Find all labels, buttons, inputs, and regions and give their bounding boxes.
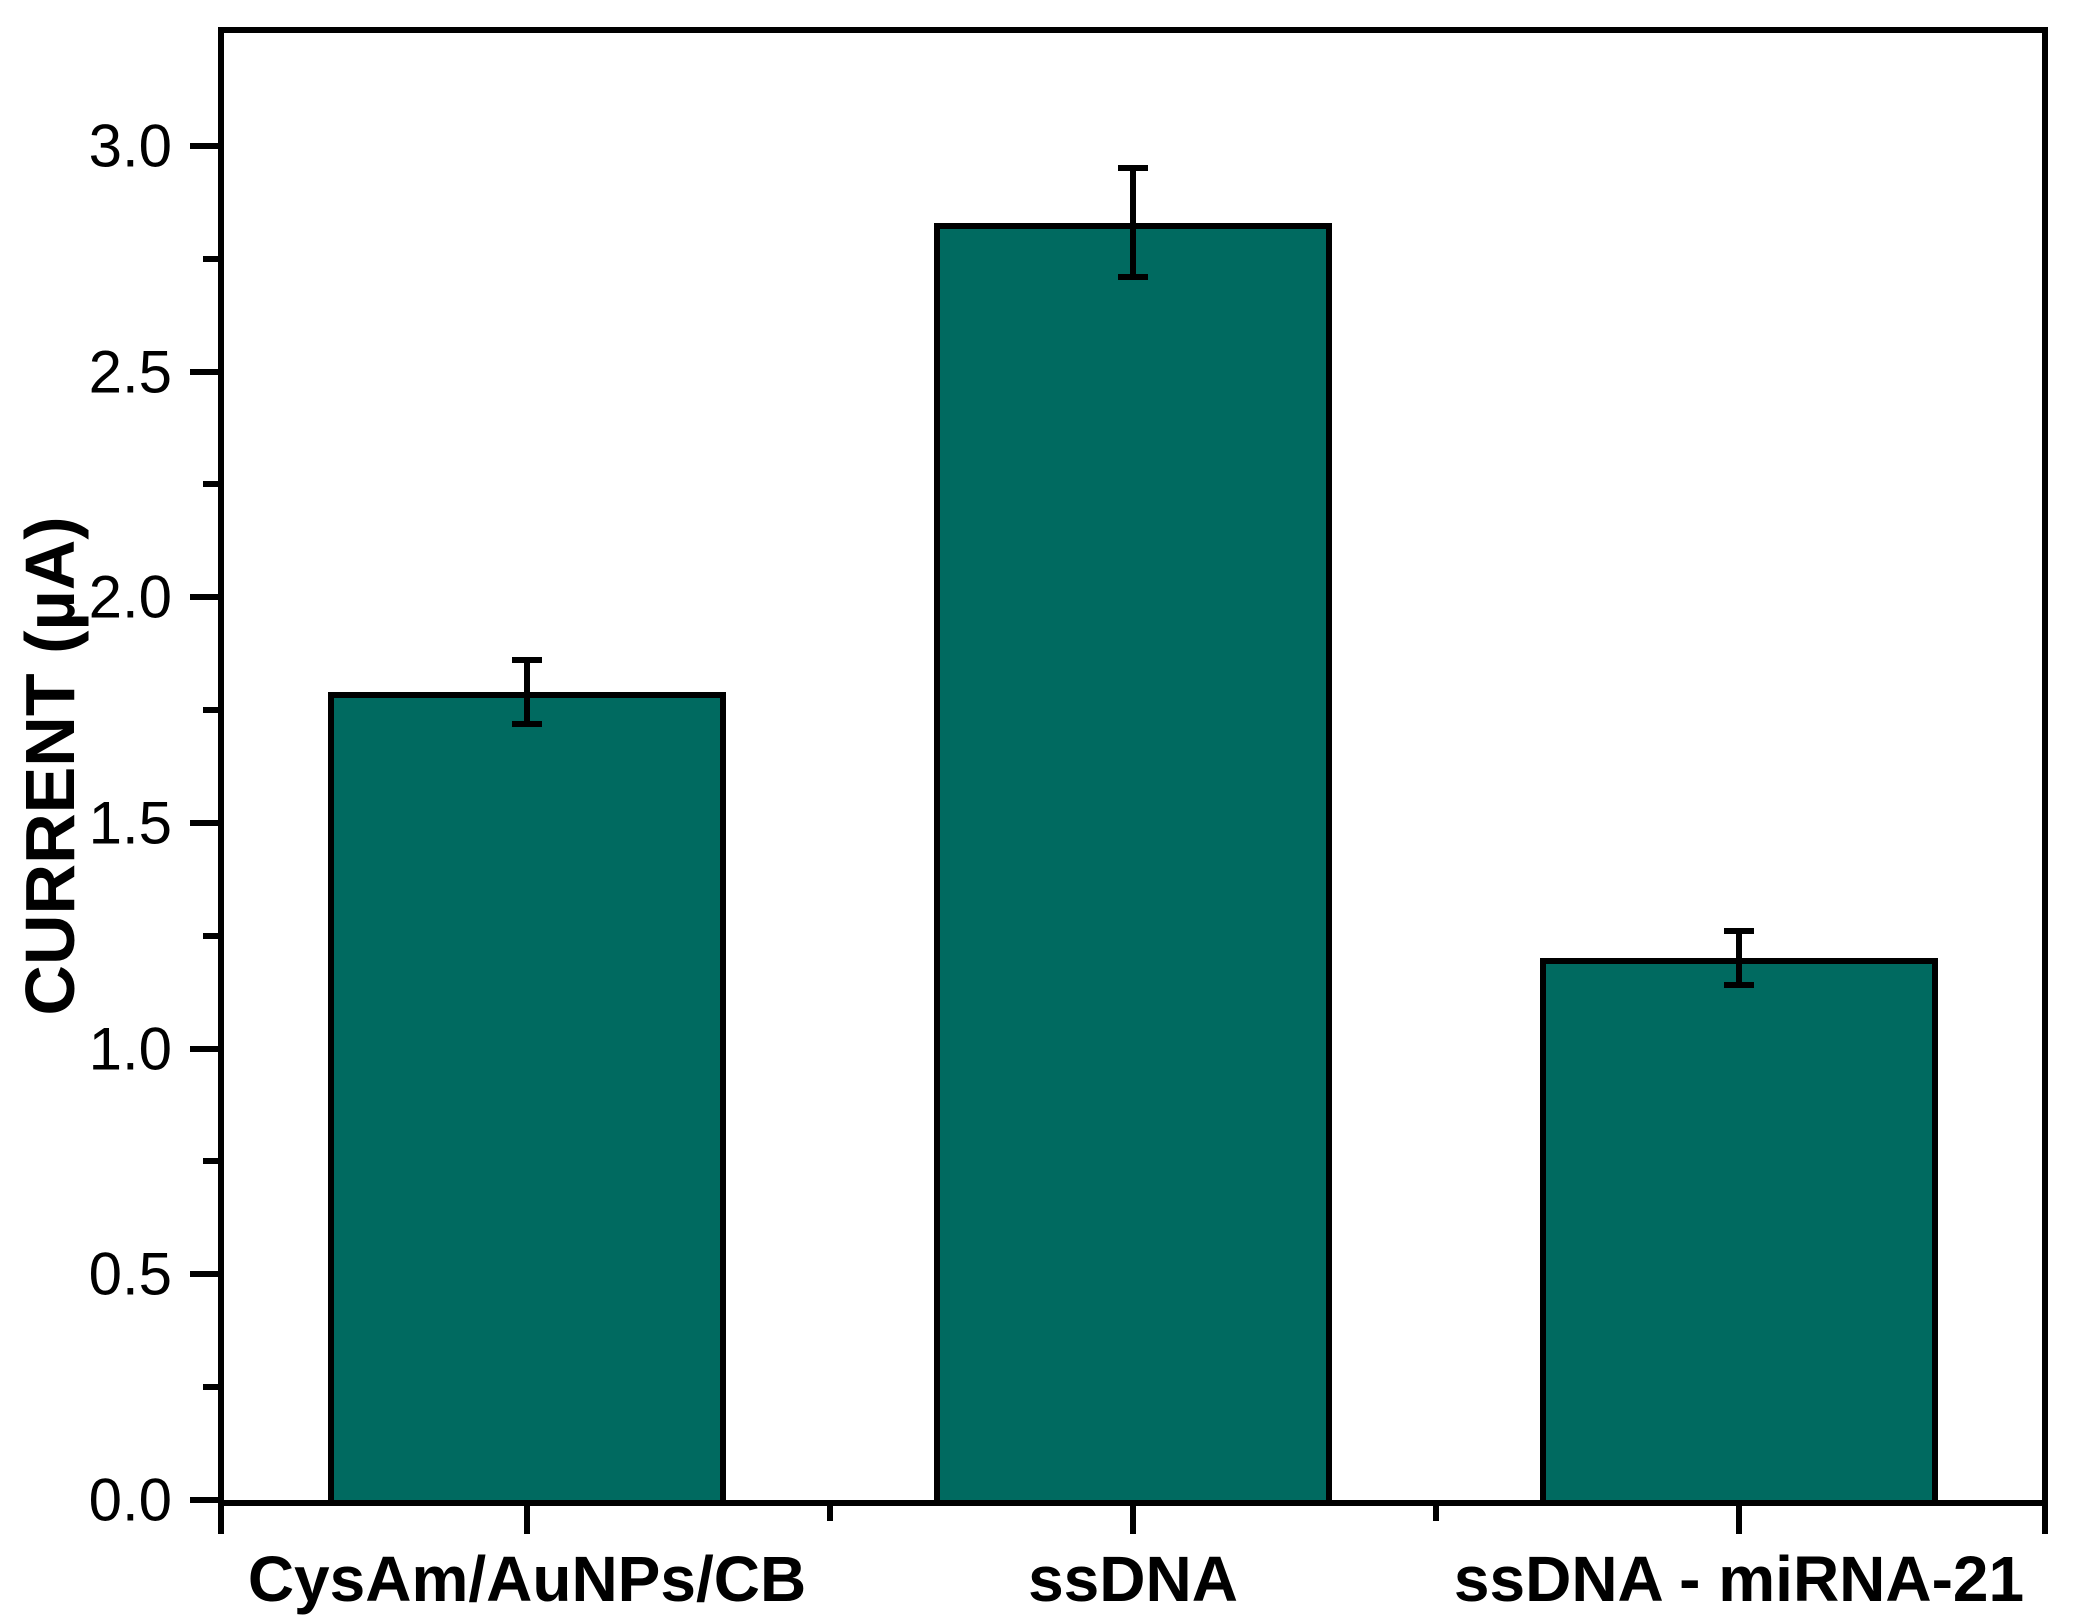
x-axis-major-tick [1736, 1506, 1742, 1534]
error-bar-bottom-cap [1724, 982, 1754, 989]
x-axis-major-tick [524, 1506, 530, 1534]
error-bar-line [524, 660, 530, 724]
x-axis-end-tick-left [218, 1506, 224, 1534]
y-axis-major-tick [190, 1497, 218, 1503]
x-category-label: ssDNA [1028, 1543, 1238, 1615]
y-axis-minor-tick [203, 255, 218, 262]
bar [1540, 958, 1938, 1500]
y-tick-label: 0.5 [88, 1240, 172, 1308]
bar [934, 222, 1332, 1500]
y-axis-minor-tick [203, 1384, 218, 1391]
y-axis-minor-tick [203, 1158, 218, 1165]
error-bar-top-cap [1724, 928, 1754, 935]
x-axis-minor-tick [1433, 1506, 1439, 1521]
x-category-label: CysAm/AuNPs/CB [247, 1543, 807, 1615]
y-axis-major-tick [190, 819, 218, 826]
error-bar-line [1736, 931, 1742, 986]
x-axis-end-tick-right [2042, 1506, 2048, 1534]
x-axis-major-tick [1130, 1506, 1136, 1534]
y-axis-major-tick [190, 594, 218, 601]
y-tick-label: 1.5 [88, 789, 172, 857]
x-axis-minor-tick [827, 1506, 833, 1521]
bar [328, 692, 726, 1500]
y-axis-major-tick [190, 368, 218, 375]
x-category-label: ssDNA - miRNA-21 [1453, 1543, 2025, 1615]
error-bar-bottom-cap [512, 720, 542, 727]
y-axis-minor-tick [203, 707, 218, 714]
y-axis-major-tick [190, 142, 218, 149]
y-tick-label: 2.0 [88, 563, 172, 631]
error-bar-top-cap [512, 657, 542, 664]
y-tick-label: 2.5 [88, 338, 172, 406]
y-tick-label: 3.0 [88, 112, 172, 180]
error-bar-line [1130, 168, 1136, 277]
y-axis-minor-tick [203, 932, 218, 939]
error-bar-bottom-cap [1118, 273, 1148, 280]
plot-area [218, 27, 2048, 1506]
y-tick-label: 0.0 [88, 1466, 172, 1534]
error-bar-top-cap [1118, 165, 1148, 172]
y-axis-minor-tick [203, 481, 218, 488]
y-axis-major-tick [190, 1045, 218, 1052]
y-tick-label: 1.0 [88, 1015, 172, 1083]
plot-stage [224, 33, 2042, 1500]
y-axis-major-tick [190, 1271, 218, 1278]
